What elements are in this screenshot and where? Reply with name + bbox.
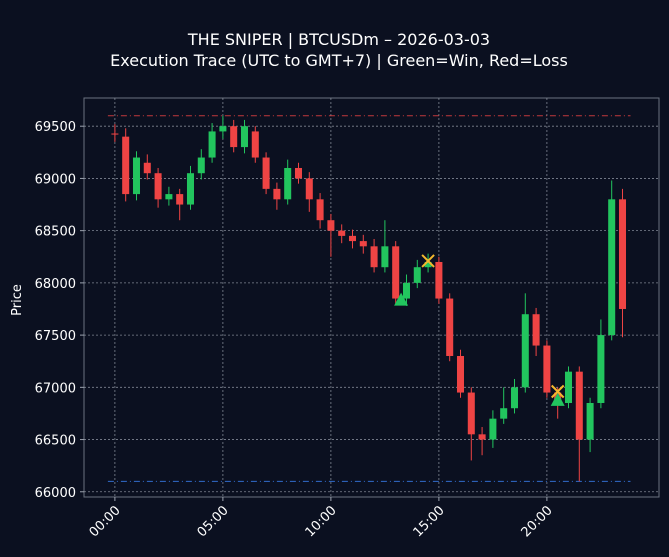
exit-marker	[421, 254, 435, 268]
candle-body	[273, 188, 281, 200]
y-tick-label: 66000	[35, 486, 76, 501]
y-tick-label: 67500	[35, 329, 76, 344]
candle-body	[424, 261, 432, 268]
candle-body	[618, 199, 627, 309]
candle-body	[370, 246, 378, 268]
candle-body	[294, 167, 303, 179]
candle-body	[402, 282, 411, 299]
y-tick-label: 68500	[35, 225, 76, 240]
candle-body	[132, 157, 140, 195]
candle-body	[186, 173, 194, 205]
candle-body	[413, 267, 421, 283]
candle-body	[510, 387, 519, 409]
candle-body	[608, 199, 616, 336]
candle-body	[176, 194, 184, 205]
entry-marker	[394, 292, 409, 306]
candle-body	[197, 157, 205, 174]
candle-body	[316, 199, 324, 221]
candle-body	[532, 314, 540, 346]
candle-body	[478, 434, 486, 440]
candle-body	[392, 246, 400, 299]
candle-body	[348, 235, 357, 242]
candle-body	[435, 261, 443, 299]
plot-frame	[83, 97, 660, 498]
exit-marker	[550, 384, 565, 399]
candle-body	[111, 133, 119, 135]
candle-body	[456, 355, 465, 393]
candle-body	[586, 402, 594, 440]
y-tick-label: 66500	[35, 434, 76, 449]
candle-body	[543, 345, 551, 393]
candle-body	[381, 246, 389, 268]
candle-body	[489, 418, 497, 440]
y-axis-label: Price	[10, 284, 25, 316]
chart-title: THE SNIPER | BTCUSDm – 2026-03-03	[187, 30, 490, 49]
y-tick-label: 69500	[35, 120, 76, 135]
candle-body	[284, 167, 292, 200]
candle-body	[219, 126, 227, 132]
candle-body	[467, 392, 475, 435]
candle-body	[327, 220, 335, 231]
candle-body	[564, 371, 573, 403]
candle-body	[251, 131, 259, 158]
candle-body	[359, 241, 367, 247]
entry-marker	[550, 392, 565, 406]
candle-body	[575, 371, 583, 440]
candle-body	[165, 194, 173, 200]
candle-body	[208, 131, 216, 158]
candle-body	[230, 126, 238, 148]
candle-body	[143, 162, 151, 174]
candle-body	[122, 136, 130, 195]
y-tick-label: 69000	[35, 172, 76, 187]
candle-body	[262, 157, 270, 189]
candle-body	[446, 298, 454, 356]
chart-subtitle: Execution Trace (UTC to GMT+7) | Green=W…	[110, 51, 568, 70]
candle-body	[597, 335, 605, 403]
candle-body	[521, 314, 529, 388]
y-tick-label: 67000	[35, 381, 76, 396]
candle-body	[305, 178, 313, 200]
candle-body	[240, 126, 249, 148]
candle-body	[154, 173, 162, 200]
candle-body	[500, 408, 508, 419]
candle-body	[338, 230, 346, 236]
y-tick-label: 68000	[35, 277, 76, 292]
